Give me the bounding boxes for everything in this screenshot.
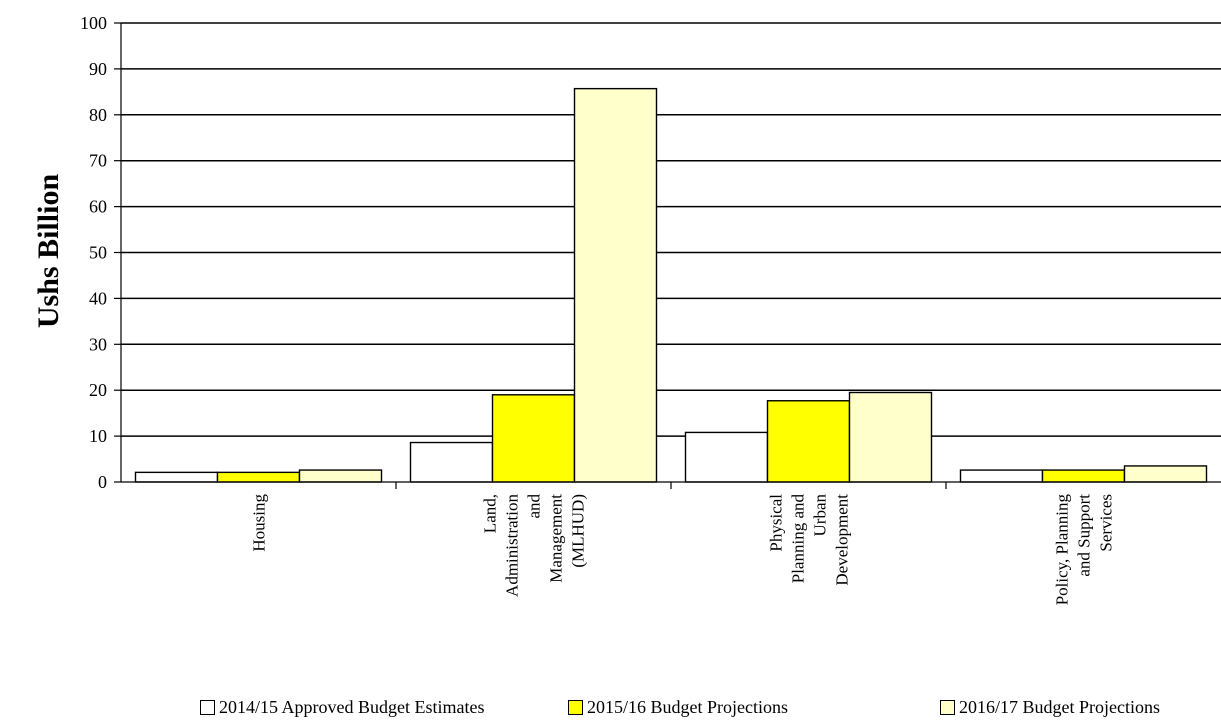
category-label-line: Urban — [811, 494, 830, 537]
y-tick-label: 60 — [89, 197, 107, 217]
category-label-line: Administration — [503, 494, 522, 597]
category-label-line: Management — [547, 494, 566, 583]
category-label-line: Housing — [250, 494, 269, 552]
category-label: Policy, Planning and Support Services — [1053, 494, 1116, 606]
y-tick-label: 100 — [80, 13, 107, 33]
bars — [134, 87, 1208, 483]
category-label-line: Development — [833, 494, 852, 586]
bar — [1041, 469, 1126, 483]
bar — [298, 469, 383, 483]
legend-swatch — [940, 700, 955, 715]
bar — [134, 471, 219, 483]
bar — [1123, 465, 1208, 483]
category-label-line: Land, — [481, 494, 500, 533]
legend: 2014/15 Approved Budget Estimates 2015/1… — [0, 697, 1221, 719]
bar — [216, 471, 301, 483]
legend-label: 2016/17 Budget Projections — [959, 697, 1160, 717]
y-tick-label: 50 — [89, 243, 107, 263]
category-label: Physical Planning and Urban Development — [767, 494, 852, 586]
bar — [409, 441, 494, 483]
bar-chart: 0 10 20 30 40 50 60 70 80 90 100 Housing Land, Admin… — [32, 13, 1221, 606]
category-label: Land, Administration and Management (MLHUD) — [481, 494, 588, 597]
category-label-line: Services — [1097, 494, 1116, 552]
category-label: Housing — [250, 494, 269, 552]
legend-label: 2015/16 Budget Projections — [587, 697, 788, 717]
category-labels: Housing Land, Administration and Management(… — [250, 494, 1116, 606]
bar — [959, 469, 1044, 483]
legend-label: 2014/15 Approved Budget Estimates — [219, 697, 485, 717]
legend-swatch — [200, 700, 215, 715]
bar — [491, 394, 576, 483]
legend-swatch — [568, 700, 583, 715]
y-tick-label: 30 — [89, 334, 107, 354]
y-tick-label: 40 — [89, 288, 107, 308]
bar — [766, 400, 851, 483]
category-label-line: Physical — [767, 494, 786, 552]
legend-item-2014-15: 2014/15 Approved Budget Estimates — [200, 697, 484, 718]
category-label-line: and Support — [1075, 494, 1094, 577]
y-tick-label: 70 — [89, 151, 107, 171]
category-label-line: Policy, Planning — [1053, 494, 1072, 606]
legend-item-2016-17: 2016/17 Budget Projections — [940, 697, 1160, 718]
y-tick-label: 20 — [89, 380, 107, 400]
y-tick-label: 90 — [89, 59, 107, 79]
category-label-line: Planning and — [789, 494, 808, 584]
y-tick-label: 0 — [98, 472, 107, 492]
y-tick-label: 80 — [89, 105, 107, 125]
bar — [684, 431, 769, 483]
bar — [573, 87, 658, 483]
legend-item-2015-16: 2015/16 Budget Projections — [568, 697, 788, 718]
bar — [848, 391, 933, 483]
y-tick-labels: 0 10 20 30 40 50 60 70 80 90 100 — [80, 13, 107, 492]
y-axis-label: Ushs Billion — [32, 174, 65, 329]
category-label-line: and — [525, 494, 544, 519]
category-label-line: (MLHUD) — [569, 494, 588, 568]
gridlines — [121, 22, 1221, 437]
y-tick-label: 10 — [89, 426, 107, 446]
axes — [114, 22, 1221, 489]
